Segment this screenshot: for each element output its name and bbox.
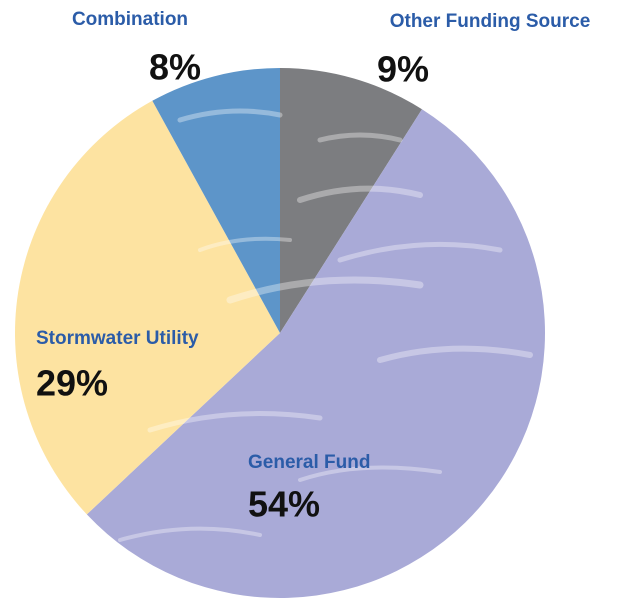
- slice-label: Other Funding Source: [390, 11, 591, 32]
- pie: [14, 68, 545, 598]
- water-texture: [118, 108, 533, 542]
- slice-label: Stormwater Utility: [36, 328, 199, 349]
- pie-slice: [152, 68, 280, 333]
- slice-label: Combination: [72, 9, 188, 30]
- slice-label: General Fund: [248, 452, 370, 473]
- pie-slice: [280, 68, 422, 333]
- labels: Other Funding Source 9% General Fund 54% Sto…: [36, 9, 590, 525]
- pie-slice: [86, 109, 545, 598]
- slice-value: 54%: [248, 484, 320, 525]
- slice-value: 29%: [36, 363, 108, 404]
- pie-slice: [14, 100, 281, 515]
- slice-value: 9%: [377, 49, 429, 90]
- slice-value: 8%: [149, 47, 201, 88]
